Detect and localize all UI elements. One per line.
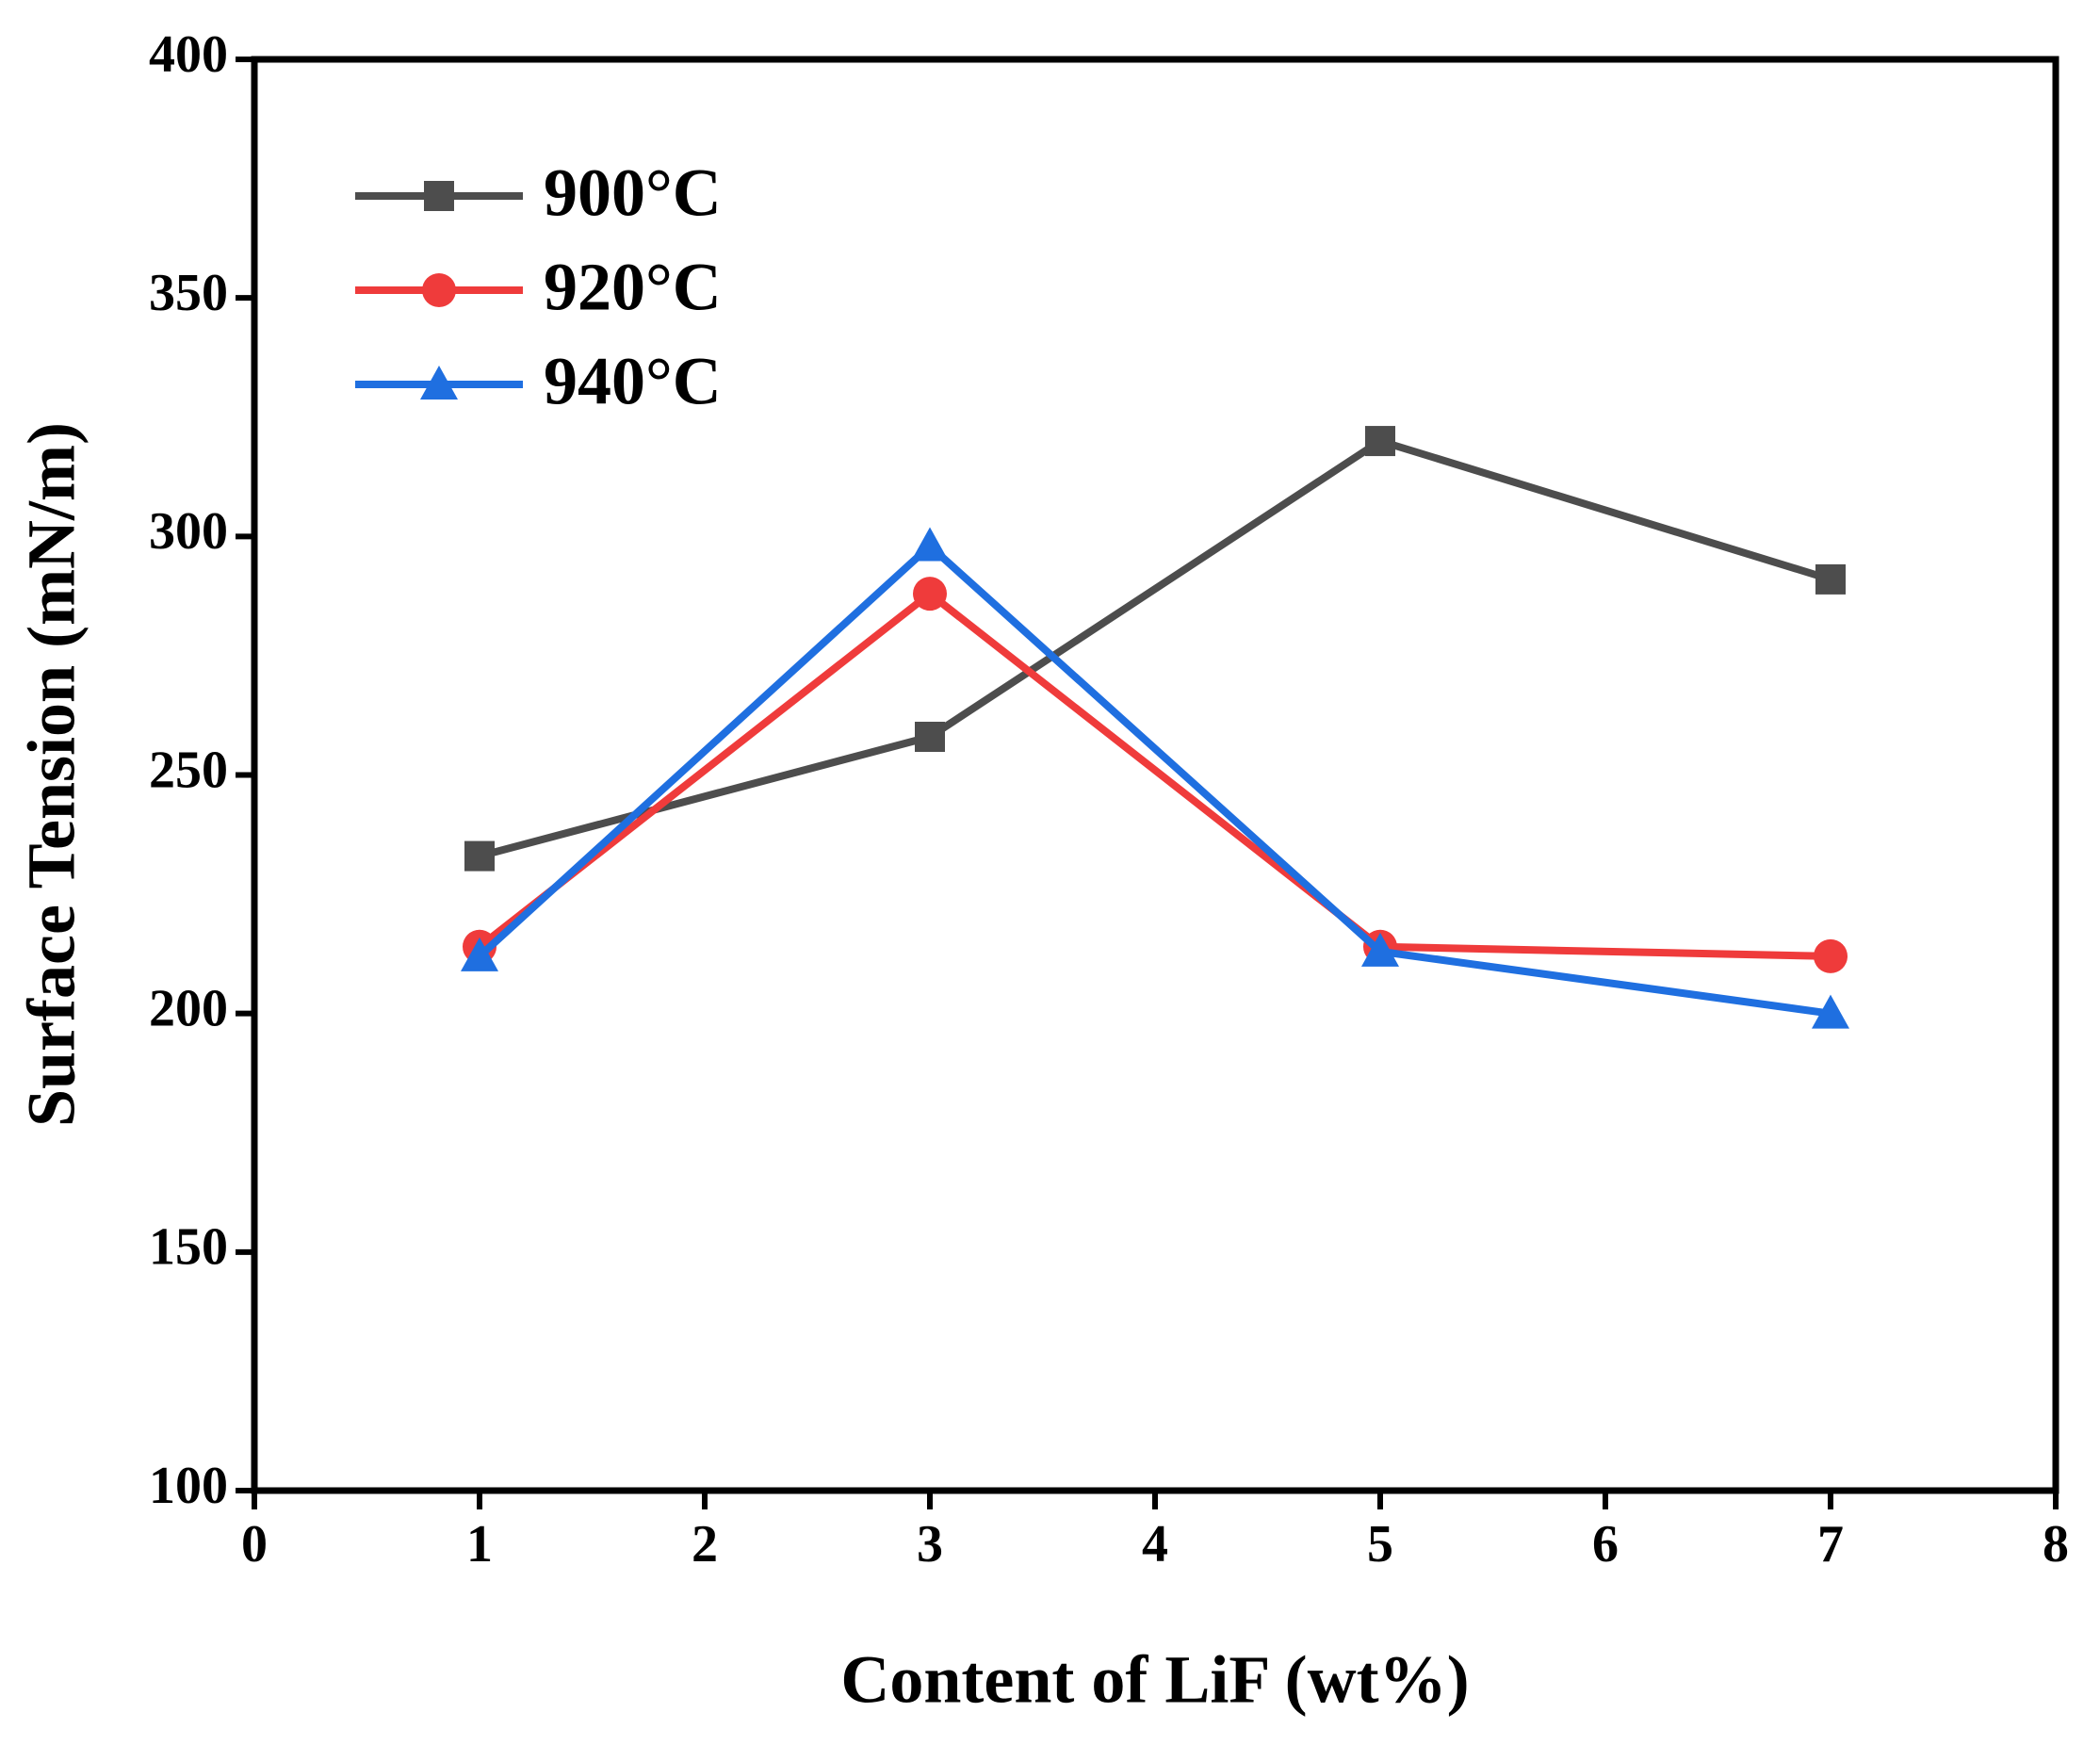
legend-label: 940°C xyxy=(544,344,722,419)
series-line xyxy=(478,436,1832,860)
x-tick-label: 7 xyxy=(1817,1515,1844,1574)
marker xyxy=(1361,932,1399,967)
x-tick-label: 3 xyxy=(917,1515,943,1574)
x-tick-label: 1 xyxy=(466,1515,493,1574)
y-tick-label: 250 xyxy=(149,741,228,799)
marker xyxy=(420,366,458,400)
y-axis-title: Surface Tension (mN/m) xyxy=(14,422,90,1127)
series-line xyxy=(477,589,1831,960)
marker xyxy=(915,721,945,752)
x-axis-title: Content of LiF (wt%) xyxy=(840,1642,1469,1718)
x-tick-label: 6 xyxy=(1592,1515,1619,1574)
y-tick-label: 150 xyxy=(149,1218,228,1277)
marker xyxy=(424,181,454,211)
y-tick-label: 400 xyxy=(149,25,228,84)
y-tick-label: 100 xyxy=(149,1457,228,1515)
legend-label: 900°C xyxy=(544,155,722,231)
y-tick-label: 200 xyxy=(149,980,228,1038)
marker xyxy=(422,273,456,307)
marker xyxy=(913,577,947,612)
marker xyxy=(1814,938,1848,973)
y-tick-label: 300 xyxy=(149,502,228,561)
marker xyxy=(911,527,949,562)
plot-frame xyxy=(251,56,2059,1494)
series-line xyxy=(477,541,1831,1018)
marker xyxy=(1815,563,1846,595)
y-tick-label: 350 xyxy=(149,264,228,322)
x-tick-label: 2 xyxy=(692,1515,718,1574)
x-tick-label: 8 xyxy=(2043,1515,2069,1574)
marker xyxy=(464,840,495,872)
x-tick-label: 0 xyxy=(241,1515,268,1574)
marker xyxy=(461,937,498,971)
marker xyxy=(1365,426,1395,457)
x-tick-label: 4 xyxy=(1142,1515,1168,1574)
x-tick-label: 5 xyxy=(1367,1515,1393,1574)
marker xyxy=(1812,994,1849,1029)
legend-label: 920°C xyxy=(544,250,722,325)
